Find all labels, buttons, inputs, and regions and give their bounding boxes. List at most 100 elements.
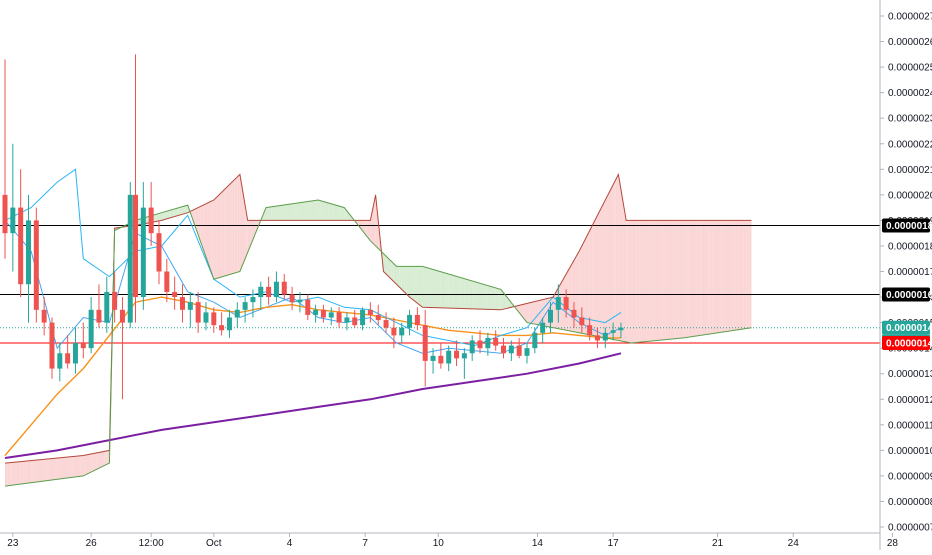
candle[interactable] xyxy=(119,297,125,400)
candle[interactable] xyxy=(297,291,303,313)
candle[interactable] xyxy=(352,309,358,328)
candle[interactable] xyxy=(211,307,217,333)
candle[interactable] xyxy=(555,284,561,323)
candle[interactable] xyxy=(112,271,118,323)
candle[interactable] xyxy=(187,291,193,328)
candle[interactable] xyxy=(25,194,31,323)
candle[interactable] xyxy=(164,258,170,303)
candle[interactable] xyxy=(485,332,491,356)
candle[interactable] xyxy=(454,340,460,367)
candle[interactable] xyxy=(532,327,538,354)
candle[interactable] xyxy=(266,276,272,305)
candle[interactable] xyxy=(422,309,428,387)
candle[interactable] xyxy=(219,312,225,336)
candle[interactable] xyxy=(375,304,381,326)
candle[interactable] xyxy=(501,337,507,359)
candle[interactable] xyxy=(172,276,178,310)
candle[interactable] xyxy=(226,309,232,338)
candle[interactable] xyxy=(140,182,146,310)
candle[interactable] xyxy=(461,348,467,379)
candle[interactable] xyxy=(469,335,475,361)
cloud-segment xyxy=(237,174,240,273)
candle-body xyxy=(273,281,279,298)
candle[interactable] xyxy=(540,317,546,344)
candle[interactable] xyxy=(399,322,405,344)
candle[interactable] xyxy=(104,276,110,333)
candle[interactable] xyxy=(49,317,55,379)
candle[interactable] xyxy=(407,309,413,336)
candle[interactable] xyxy=(438,343,444,369)
level-badge-bg xyxy=(882,218,930,233)
candle[interactable] xyxy=(547,302,553,333)
candle[interactable] xyxy=(57,343,63,382)
candle[interactable] xyxy=(41,297,47,336)
candle[interactable] xyxy=(156,220,162,285)
candle[interactable] xyxy=(234,302,240,328)
candle[interactable] xyxy=(563,289,569,318)
candle[interactable] xyxy=(618,322,624,338)
candle[interactable] xyxy=(383,312,389,333)
candle[interactable] xyxy=(344,312,350,331)
cloud-segment xyxy=(461,277,465,309)
candle[interactable] xyxy=(602,327,608,349)
candle[interactable] xyxy=(571,302,577,328)
cloud-segment xyxy=(341,206,345,221)
candle-body xyxy=(156,233,162,272)
candle[interactable] xyxy=(258,281,264,310)
candle[interactable] xyxy=(328,307,334,326)
candle[interactable] xyxy=(2,59,8,259)
candle[interactable] xyxy=(579,307,585,333)
candle[interactable] xyxy=(127,182,133,328)
candle[interactable] xyxy=(88,297,94,354)
candle[interactable] xyxy=(72,327,78,374)
candle[interactable] xyxy=(446,345,452,372)
candle[interactable] xyxy=(360,307,366,331)
candle[interactable] xyxy=(80,322,86,359)
candle[interactable] xyxy=(516,337,522,359)
candle[interactable] xyxy=(133,54,138,323)
cloud-segment xyxy=(610,184,614,340)
candle[interactable] xyxy=(587,317,593,341)
cloud-segment xyxy=(746,220,749,329)
candle[interactable] xyxy=(195,291,201,333)
candle[interactable] xyxy=(524,343,530,364)
candle[interactable] xyxy=(493,330,499,351)
candle[interactable] xyxy=(273,271,279,303)
time-axis[interactable]: 23 26 12:00 Oct 4 7 10 14 17 21 24 28 xyxy=(0,532,898,549)
candle[interactable] xyxy=(179,284,185,323)
candle[interactable] xyxy=(250,289,256,318)
candlesticks[interactable] xyxy=(2,54,624,400)
candle[interactable] xyxy=(65,335,71,369)
candle[interactable] xyxy=(430,348,436,374)
horizontal-levels[interactable] xyxy=(0,225,880,344)
cloud-segment xyxy=(284,204,287,221)
candle[interactable] xyxy=(203,302,209,331)
candle[interactable] xyxy=(414,307,420,331)
candle[interactable] xyxy=(18,169,24,298)
candle-body xyxy=(336,312,342,323)
candle[interactable] xyxy=(33,207,39,323)
candle[interactable] xyxy=(391,317,397,349)
candle[interactable] xyxy=(305,294,311,321)
cloud-segment xyxy=(320,200,324,221)
candle[interactable] xyxy=(289,286,295,310)
candle[interactable] xyxy=(477,330,483,354)
candle[interactable] xyxy=(242,297,248,323)
cloud-segment xyxy=(641,220,645,343)
candle[interactable] xyxy=(96,284,102,328)
candle[interactable] xyxy=(281,274,287,300)
price-axis[interactable]: 0.00000270 0.00000260 0.00000250 0.00000240… xyxy=(879,0,932,550)
candle[interactable] xyxy=(610,322,616,341)
candle[interactable] xyxy=(367,302,373,323)
cloud-segment xyxy=(25,460,29,484)
candle[interactable] xyxy=(148,182,154,246)
candle[interactable] xyxy=(313,304,319,323)
candle[interactable] xyxy=(10,143,16,272)
cloud-segment xyxy=(271,206,274,221)
candle[interactable] xyxy=(508,340,514,361)
candle[interactable] xyxy=(594,327,600,349)
candle[interactable] xyxy=(320,304,326,323)
candle[interactable] xyxy=(336,307,342,328)
